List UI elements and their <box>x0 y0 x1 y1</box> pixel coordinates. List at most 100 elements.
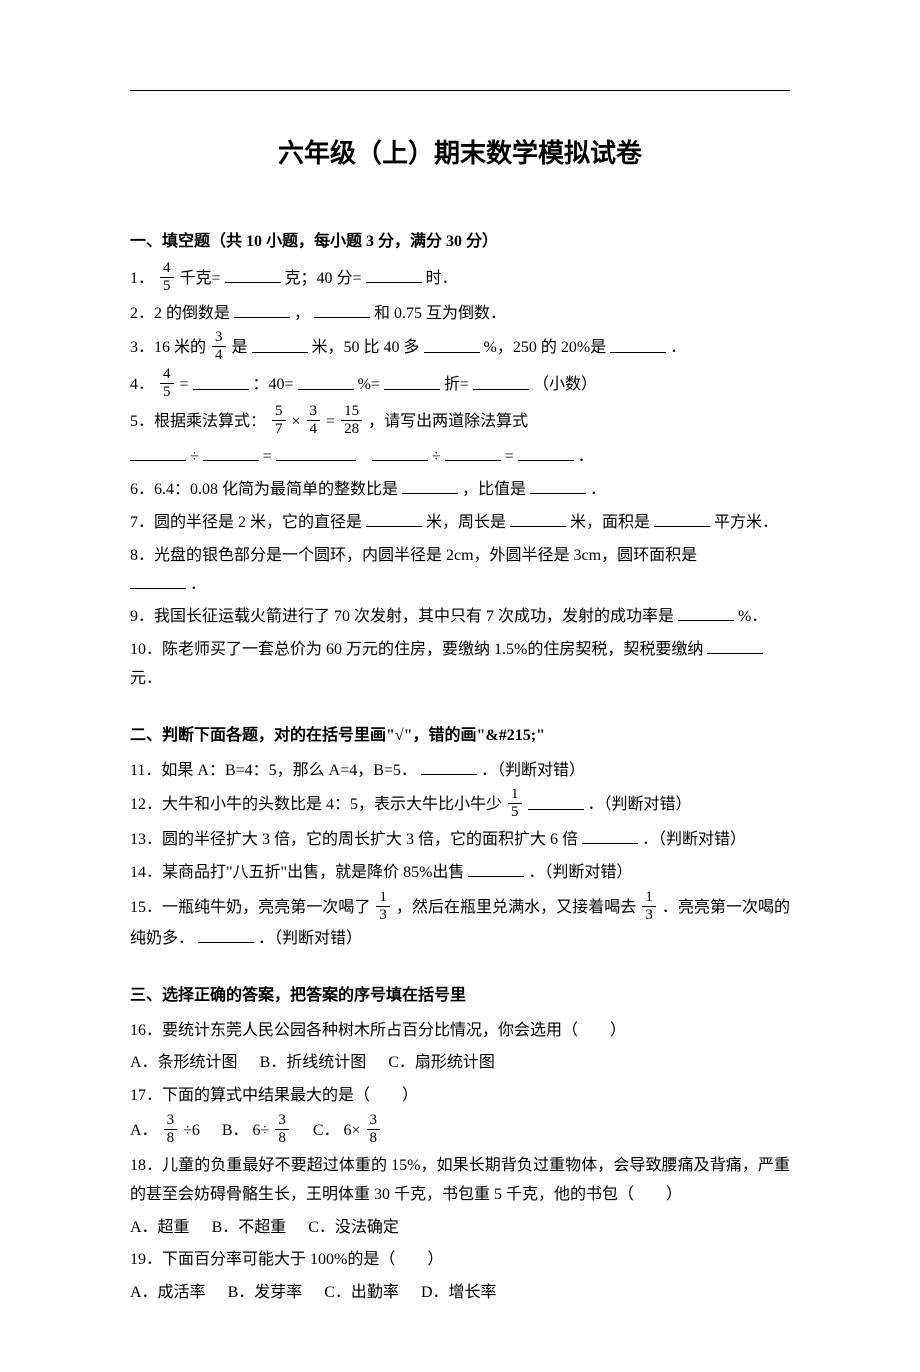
blank <box>445 445 501 461</box>
q4-text-e: 折= <box>444 377 469 394</box>
q1-text-b: 千克= <box>180 270 221 287</box>
fraction-3-8: 3 8 <box>367 1113 381 1146</box>
question-19: 19．下面百分率可能大于 100%的是（ ） <box>130 1246 790 1275</box>
blank <box>528 794 584 810</box>
question-5-line2: ÷ = ÷ = ． <box>130 443 790 472</box>
blank <box>654 511 710 527</box>
blank <box>314 302 370 318</box>
question-17-options: A． 3 8 ÷6 B． 6÷ 3 8 C． 6× 3 8 <box>130 1115 790 1148</box>
q4-text-f: （小数） <box>533 377 597 394</box>
fraction-15-28: 15 28 <box>341 404 362 437</box>
q3-text-c: 米，50 比 40 多 <box>312 340 420 357</box>
q1-text-d: 时． <box>426 270 458 287</box>
question-18-options: A．超重 B．不超重 C．没法确定 <box>130 1214 790 1243</box>
q12-text-b: ．（判断对错） <box>588 797 692 814</box>
option-c: C．扇形统计图 <box>388 1049 495 1078</box>
option-a: A．成活率 <box>130 1279 206 1308</box>
q6-text-a: 6．6.4：0.08 化简为最简单的整数比是 <box>130 481 398 498</box>
q7-text-d: 平方米． <box>714 514 778 531</box>
section-3-head: 三、选择正确的答案，把答案的序号填在括号里 <box>130 982 790 1011</box>
q17-text-a: 17．下面的算式中结果最大的是（ ） <box>130 1087 418 1104</box>
option-c: C． 6× 3 8 <box>313 1115 382 1148</box>
blank <box>582 828 638 844</box>
fraction-4-5: 4 5 <box>160 261 174 294</box>
question-2: 2．2 的倒数是 ， 和 0.75 互为倒数． <box>130 300 790 329</box>
question-19-options: A．成活率 B．发芽率 C．出勤率 D．增长率 <box>130 1279 790 1308</box>
blank <box>130 445 186 461</box>
dot: ． <box>578 448 594 465</box>
q13-text-b: ．（判断对错） <box>642 831 746 848</box>
blank <box>234 302 290 318</box>
page-title: 六年级（上）期末数学模拟试卷 <box>130 131 790 178</box>
blank <box>421 759 477 775</box>
q18-text-a: 18．儿童的负重最好不要超过体重的 15%，如果长期背负过重物体，会导致腰痛及背… <box>130 1157 790 1203</box>
blank <box>372 445 428 461</box>
q15-text-b: ，然后在瓶里兑满水，又接着喝去 <box>396 899 636 916</box>
question-11: 11．如果 A：B=4：5，那么 A=4，B=5． ．（判断对错） <box>130 757 790 786</box>
q10-text-b: 元． <box>130 670 162 687</box>
question-9: 9．我国长征运载火箭进行了 70 次发射，其中只有 7 次成功，发射的成功率是 … <box>130 603 790 632</box>
blank <box>276 445 356 461</box>
section-1-head: 一、填空题（共 10 小题，每小题 3 分，满分 30 分） <box>130 228 790 257</box>
fraction-1-5: 1 5 <box>508 787 522 820</box>
q7-text-b: 米，周长是 <box>426 514 506 531</box>
q8-text-a: 8．光盘的银色部分是一个圆环，内圆半径是 2cm，外圆半径是 3cm，圆环面积是 <box>130 547 697 564</box>
eq-sign: = <box>326 414 335 431</box>
q5-text-a: 5．根据乘法算式： <box>130 414 266 431</box>
question-18: 18．儿童的负重最好不要超过体重的 15%，如果长期背负过重物体，会导致腰痛及背… <box>130 1152 790 1210</box>
q11-text-a: 11．如果 A：B=4：5，那么 A=4，B=5． <box>130 762 417 779</box>
q14-text-b: ．（判断对错） <box>528 864 632 881</box>
blank <box>707 638 763 654</box>
q4-text-a: 4． <box>130 377 154 394</box>
question-1: 1． 4 5 千克= 克；40 分= 时． <box>130 263 790 296</box>
q10-text-a: 10．陈老师买了一套总价为 60 万元的住房，要缴纳 1.5%的住房契税，契税要… <box>130 641 703 658</box>
fraction-5-7: 5 7 <box>272 404 286 437</box>
question-10: 10．陈老师买了一套总价为 60 万元的住房，要缴纳 1.5%的住房契税，契税要… <box>130 636 790 694</box>
fraction-4-5: 4 5 <box>160 367 174 400</box>
question-5: 5．根据乘法算式： 5 7 × 3 4 = 15 28 ，请写出两道除法算式 <box>130 406 790 439</box>
blank <box>610 337 666 353</box>
q4-text-c: ：40= <box>253 377 294 394</box>
mul-sign: × <box>292 414 301 431</box>
fraction-3-8: 3 8 <box>275 1113 289 1146</box>
fraction-3-4: 3 4 <box>212 330 226 363</box>
q9-text-b: %． <box>738 608 767 625</box>
option-b: B．折线统计图 <box>260 1049 367 1078</box>
q6-text-b: ，比值是 <box>462 481 526 498</box>
fraction-1-3: 1 3 <box>376 890 390 923</box>
q4-text-d: %= <box>358 377 380 394</box>
question-16-options: A．条形统计图 B．折线统计图 C．扇形统计图 <box>130 1049 790 1078</box>
eq-sign: = <box>505 448 514 465</box>
blank <box>198 927 254 943</box>
section-2-head: 二、判断下面各题，对的在括号里画"√"，错的画"&#215;" <box>130 722 790 751</box>
blank <box>424 337 480 353</box>
blank <box>530 478 586 494</box>
fraction-3-4: 3 4 <box>307 404 321 437</box>
q5-text-b: ，请写出两道除法算式 <box>368 414 528 431</box>
blank <box>203 445 259 461</box>
q6-text-c: ． <box>590 481 606 498</box>
blank <box>510 511 566 527</box>
q1-text-c: 克；40 分= <box>285 270 362 287</box>
q3-text-b: 是 <box>232 340 248 357</box>
question-8: 8．光盘的银色部分是一个圆环，内圆半径是 2cm，外圆半径是 3cm，圆环面积是… <box>130 542 790 600</box>
blank <box>468 861 524 877</box>
blank <box>678 605 734 621</box>
q2-text-b: ， <box>294 305 310 322</box>
q13-text-a: 13．圆的半径扩大 3 倍，它的周长扩大 3 倍，它的面积扩大 6 倍 <box>130 831 578 848</box>
q3-text-d: %，250 的 20%是 <box>484 340 607 357</box>
question-16: 16．要统计东莞人民公园各种树木所占百分比情况，你会选用（ ） <box>130 1017 790 1046</box>
q16-text-a: 16．要统计东莞人民公园各种树木所占百分比情况，你会选用（ ） <box>130 1022 626 1039</box>
q1-text-a: 1． <box>130 270 154 287</box>
blank <box>130 573 186 589</box>
q15-text-a: 15．一瓶纯牛奶，亮亮第一次喝了 <box>130 899 370 916</box>
q9-text-a: 9．我国长征运载火箭进行了 70 次发射，其中只有 7 次成功，发射的成功率是 <box>130 608 674 625</box>
q7-text-a: 7．圆的半径是 2 米，它的直径是 <box>130 514 362 531</box>
q14-text-a: 14．某商品打"八五折"出售，就是降价 85%出售 <box>130 864 464 881</box>
question-12: 12．大牛和小牛的头数比是 4：5，表示大牛比小牛少 1 5 ．（判断对错） <box>130 789 790 822</box>
option-b: B．不超重 <box>212 1214 287 1243</box>
question-17: 17．下面的算式中结果最大的是（ ） <box>130 1082 790 1111</box>
q2-text-c: 和 0.75 互为倒数． <box>374 305 506 322</box>
blank <box>384 374 440 390</box>
option-c: C．出勤率 <box>324 1279 399 1308</box>
